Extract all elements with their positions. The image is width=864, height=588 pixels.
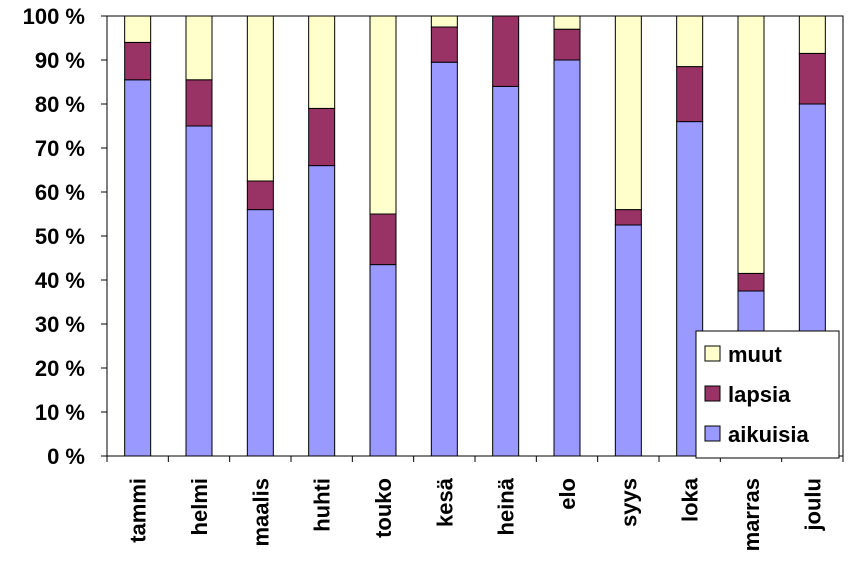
x-category-label: tammi bbox=[126, 478, 151, 543]
legend-swatch-aikuisia bbox=[704, 425, 721, 442]
bar-segment-aikuisia-touko bbox=[369, 264, 397, 457]
bar-segment-lapsia-marras bbox=[737, 272, 765, 292]
bar-segment-lapsia-joulu bbox=[798, 52, 826, 105]
x-category-label: touko bbox=[371, 478, 396, 538]
legend-label-muut: muut bbox=[728, 342, 782, 367]
bar-segment-muut-touko bbox=[369, 15, 397, 215]
bar-segment-lapsia-helmi bbox=[185, 79, 213, 127]
y-tick-label: 70 % bbox=[35, 136, 85, 161]
y-tick-label: 60 % bbox=[35, 180, 85, 205]
bar-segment-lapsia-touko bbox=[369, 213, 397, 266]
y-tick-label: 10 % bbox=[35, 400, 85, 425]
bar-segment-lapsia-loka bbox=[676, 66, 704, 123]
bar-segment-muut-kesä bbox=[430, 15, 458, 28]
legend-swatch-muut bbox=[704, 345, 721, 362]
y-tick-label: 20 % bbox=[35, 356, 85, 381]
x-category-label: kesä bbox=[432, 477, 457, 527]
y-tick-label: 80 % bbox=[35, 92, 85, 117]
y-tick-label: 100 % bbox=[23, 4, 85, 29]
x-category-label: maalis bbox=[248, 478, 273, 547]
x-category-label: joulu bbox=[800, 478, 825, 532]
x-category-label: heinä bbox=[494, 477, 519, 535]
x-category-label: marras bbox=[739, 478, 764, 551]
y-tick-label: 90 % bbox=[35, 48, 85, 73]
y-axis-tick-labels: 0 % 10 % 20 % 30 % 40 % 50 % 60 % 70 % 80 % 90 % 1… bbox=[23, 4, 85, 469]
x-category-label: elo bbox=[555, 478, 580, 510]
x-category-label: helmi bbox=[187, 478, 212, 535]
legend-swatch-lapsia bbox=[704, 385, 721, 402]
bar-segment-muut-syys bbox=[614, 15, 642, 211]
bar-segment-muut-maalis bbox=[246, 15, 274, 182]
bar-segment-lapsia-kesä bbox=[430, 26, 458, 63]
y-tick-label: 0 % bbox=[47, 444, 85, 469]
y-tick-label: 50 % bbox=[35, 224, 85, 249]
bar-segment-muut-marras bbox=[737, 15, 765, 274]
bar-segment-aikuisia-heinä bbox=[492, 85, 520, 457]
legend-label-lapsia: lapsia bbox=[728, 382, 791, 407]
bar-segment-muut-tammi bbox=[124, 15, 152, 43]
bar-segment-lapsia-elo bbox=[553, 28, 581, 61]
chart-legend: muut lapsia aikuisia bbox=[695, 330, 840, 459]
bar-segment-lapsia-maalis bbox=[246, 180, 274, 211]
bar-segment-lapsia-syys bbox=[614, 209, 642, 226]
bar-segment-aikuisia-huhti bbox=[308, 165, 336, 457]
x-axis-category-labels: tammi helmi maalis huhti touko kesä heinä elo sy… bbox=[126, 477, 826, 551]
x-category-label: huhti bbox=[310, 478, 335, 532]
y-tick-label: 30 % bbox=[35, 312, 85, 337]
bar-segment-aikuisia-helmi bbox=[185, 125, 213, 457]
bar-segment-lapsia-heinä bbox=[492, 15, 520, 87]
bar-segment-muut-huhti bbox=[308, 15, 336, 109]
bar-segment-aikuisia-tammi bbox=[124, 79, 152, 457]
legend-label-aikuisia: aikuisia bbox=[728, 422, 809, 447]
x-category-label: syys bbox=[616, 478, 641, 527]
bar-segment-aikuisia-elo bbox=[553, 59, 581, 457]
y-tick-label: 40 % bbox=[35, 268, 85, 293]
bar-segment-muut-loka bbox=[676, 15, 704, 68]
bar-segment-aikuisia-kesä bbox=[430, 61, 458, 457]
bar-segment-lapsia-huhti bbox=[308, 107, 336, 167]
bar-segment-aikuisia-maalis bbox=[246, 209, 274, 457]
bar-segment-aikuisia-syys bbox=[614, 224, 642, 457]
bar-segment-muut-joulu bbox=[798, 15, 826, 54]
bar-segment-muut-elo bbox=[553, 15, 581, 30]
x-category-label: loka bbox=[678, 477, 703, 522]
bar-segment-lapsia-tammi bbox=[124, 41, 152, 81]
chart-axes bbox=[101, 15, 844, 462]
bar-segment-muut-helmi bbox=[185, 15, 213, 81]
